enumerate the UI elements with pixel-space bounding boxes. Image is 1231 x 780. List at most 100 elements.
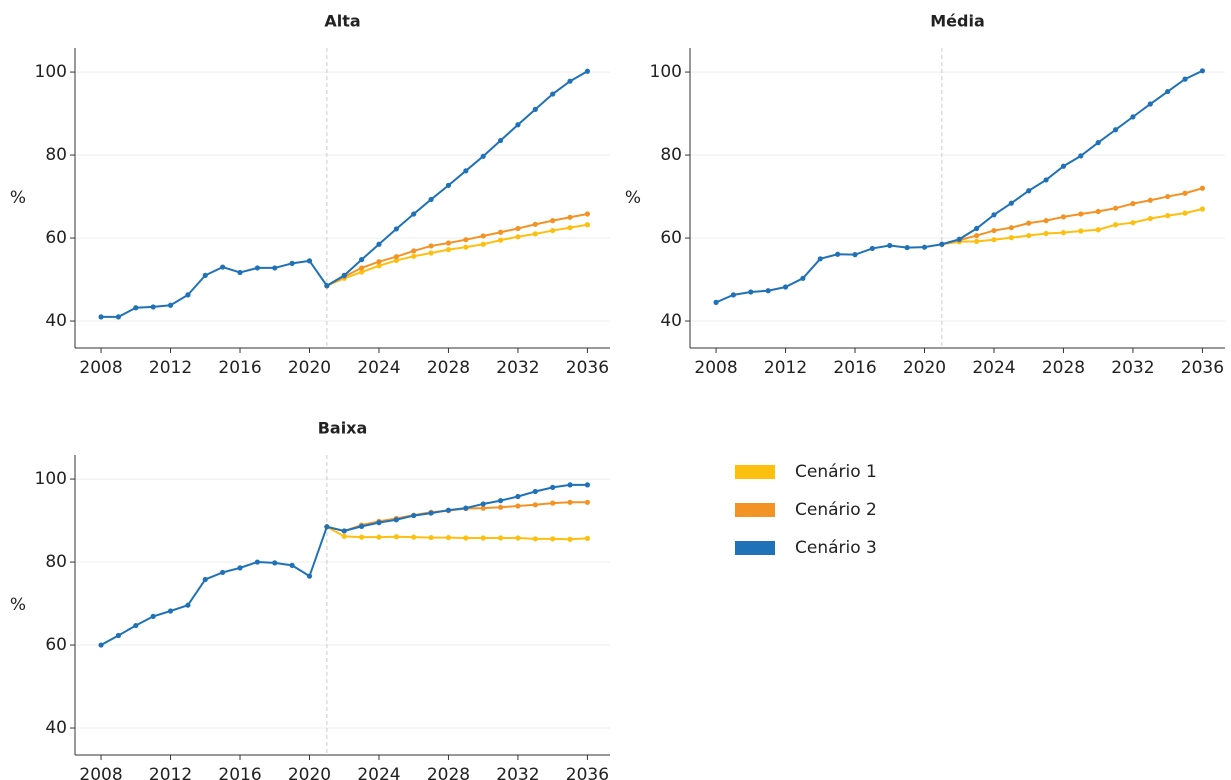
point — [497, 137, 504, 144]
x-tick-label: 2016 — [218, 765, 261, 780]
point — [463, 505, 469, 511]
point — [956, 236, 962, 242]
point — [167, 608, 174, 614]
point — [817, 256, 823, 262]
point — [1060, 230, 1067, 236]
point — [480, 233, 486, 239]
point — [220, 264, 226, 270]
chart-title: Média — [930, 12, 985, 31]
point — [1130, 201, 1136, 207]
point — [428, 196, 434, 203]
point — [411, 512, 417, 519]
point — [730, 292, 737, 298]
point — [480, 505, 486, 511]
point — [376, 263, 382, 269]
y-axis-label: % — [625, 188, 641, 208]
point — [991, 227, 997, 234]
y-tick-label: 100 — [650, 62, 682, 82]
point — [463, 244, 469, 250]
point — [1147, 101, 1153, 107]
y-tick-label: 60 — [45, 228, 67, 248]
point — [306, 258, 313, 264]
point — [567, 536, 573, 542]
y-axis-label: % — [10, 188, 26, 208]
x-tick-label: 2028 — [427, 765, 470, 780]
x-tick-label: 2016 — [833, 358, 876, 378]
point — [550, 227, 556, 234]
series-line — [941, 187, 1203, 246]
series-line — [715, 69, 1203, 304]
point — [445, 240, 452, 246]
legend-swatch — [735, 541, 775, 555]
point — [272, 265, 278, 271]
point — [1043, 218, 1049, 224]
point — [376, 534, 382, 540]
point — [185, 292, 191, 298]
point — [272, 560, 278, 566]
point — [1060, 214, 1067, 220]
point — [1095, 208, 1101, 215]
point — [150, 304, 156, 310]
point — [1112, 222, 1119, 228]
x-tick-label: 2020 — [903, 358, 946, 378]
point — [359, 534, 365, 540]
point — [1147, 197, 1153, 203]
x-tick-label: 2024 — [357, 358, 400, 378]
point — [254, 265, 260, 271]
point — [567, 499, 573, 505]
point — [1112, 205, 1119, 211]
point — [428, 250, 434, 256]
point — [445, 534, 452, 541]
series-line — [326, 501, 588, 532]
point — [974, 232, 980, 239]
point — [289, 260, 295, 266]
series-line — [100, 483, 588, 646]
point — [341, 533, 347, 539]
point — [567, 78, 573, 84]
x-tick-label: 2028 — [427, 358, 470, 378]
point — [324, 524, 330, 530]
point — [306, 573, 313, 579]
point — [1078, 211, 1084, 217]
point — [497, 535, 504, 541]
point — [567, 214, 573, 220]
point — [567, 225, 573, 231]
point — [341, 272, 347, 278]
y-tick-label: 80 — [45, 552, 67, 572]
point — [376, 259, 382, 265]
legend-swatch — [735, 465, 775, 479]
point — [185, 602, 191, 608]
point — [852, 252, 858, 258]
x-tick-label: 2008 — [79, 358, 122, 378]
x-tick-label: 2036 — [566, 358, 609, 378]
point — [359, 257, 365, 263]
point — [463, 168, 469, 174]
chart-title: Alta — [324, 12, 360, 31]
point — [515, 493, 521, 500]
point — [550, 536, 556, 542]
point — [324, 283, 330, 289]
point — [411, 534, 417, 540]
point — [202, 576, 208, 583]
point — [376, 241, 382, 247]
point — [974, 238, 980, 244]
point — [480, 535, 486, 541]
y-tick-label: 100 — [35, 62, 67, 82]
point — [480, 501, 486, 507]
point — [115, 632, 122, 639]
point — [939, 241, 945, 247]
legend-label: Cenário 3 — [795, 538, 877, 558]
point — [532, 221, 538, 227]
series-line — [326, 212, 588, 287]
y-tick-label: 80 — [45, 145, 67, 165]
point — [497, 504, 504, 510]
point — [98, 642, 104, 648]
point — [1182, 190, 1188, 196]
point — [393, 226, 399, 232]
point — [341, 528, 347, 534]
point — [150, 613, 156, 620]
series-line — [326, 223, 588, 287]
series-line — [326, 525, 588, 541]
